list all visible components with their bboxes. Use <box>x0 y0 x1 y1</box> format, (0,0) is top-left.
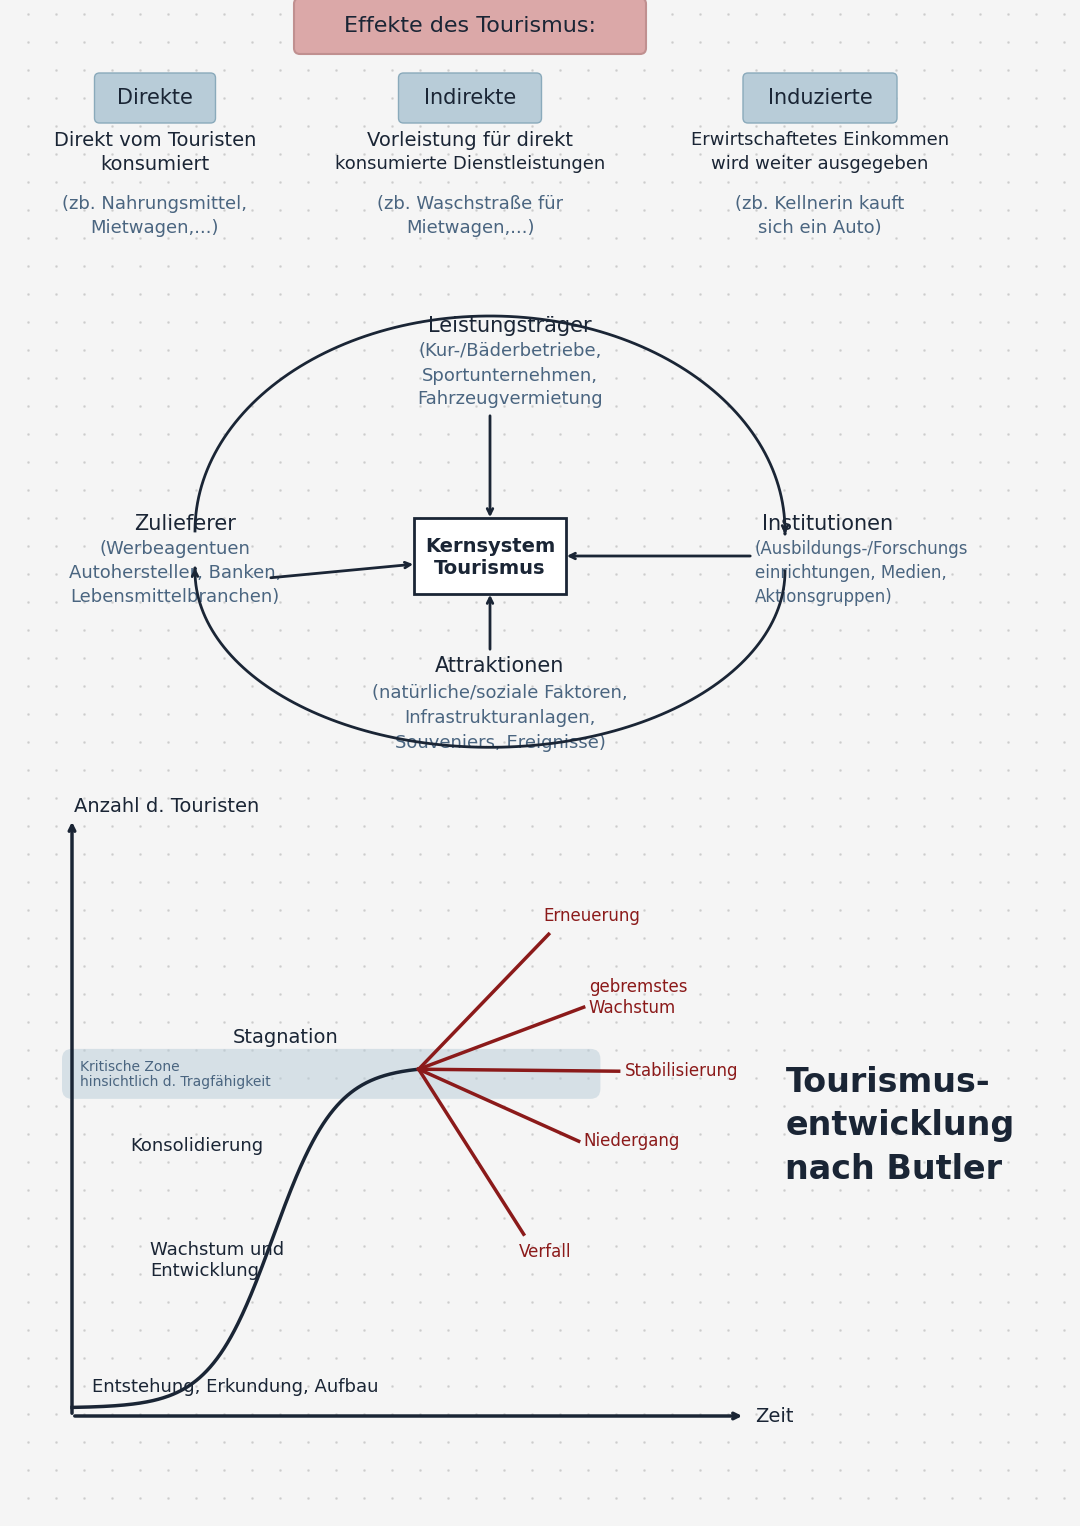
FancyBboxPatch shape <box>743 73 897 124</box>
Text: Erneuerung: Erneuerung <box>543 908 640 925</box>
Text: Aktionsgruppen): Aktionsgruppen) <box>755 588 893 606</box>
Text: Stabilisierung: Stabilisierung <box>624 1062 739 1080</box>
Text: hinsichtlich d. Tragfähigkeit: hinsichtlich d. Tragfähigkeit <box>80 1074 271 1090</box>
FancyBboxPatch shape <box>62 1048 600 1099</box>
Text: Souveniers, Ereignisse): Souveniers, Ereignisse) <box>394 734 606 752</box>
Text: Kernsystem: Kernsystem <box>424 537 555 555</box>
Text: Direkt vom Touristen: Direkt vom Touristen <box>54 131 256 150</box>
Text: Lebensmittelbranchen): Lebensmittelbranchen) <box>70 588 280 606</box>
Text: Indirekte: Indirekte <box>423 89 516 108</box>
FancyBboxPatch shape <box>399 73 541 124</box>
Text: (natürliche/soziale Faktoren,: (natürliche/soziale Faktoren, <box>373 684 627 702</box>
Text: (zb. Waschstraße für: (zb. Waschstraße für <box>377 195 563 214</box>
Text: Tourismus: Tourismus <box>434 559 545 577</box>
Text: Konsolidierung: Konsolidierung <box>130 1137 264 1155</box>
Text: konsumierte Dienstleistungen: konsumierte Dienstleistungen <box>335 156 605 172</box>
Text: Mietwagen,...): Mietwagen,...) <box>91 220 219 237</box>
Text: Stagnation: Stagnation <box>233 1029 339 1047</box>
Text: Zeit: Zeit <box>755 1407 794 1425</box>
Text: Wachstum und
Entwicklung: Wachstum und Entwicklung <box>150 1241 284 1280</box>
Text: Institutionen: Institutionen <box>762 514 893 534</box>
Text: (Kur-/Bäderbetriebe,: (Kur-/Bäderbetriebe, <box>418 342 602 360</box>
Text: Effekte des Tourismus:: Effekte des Tourismus: <box>345 15 596 37</box>
FancyBboxPatch shape <box>294 0 646 53</box>
Text: Attraktionen: Attraktionen <box>435 656 565 676</box>
Text: Mietwagen,...): Mietwagen,...) <box>406 220 535 237</box>
Text: Kritische Zone: Kritische Zone <box>80 1061 179 1074</box>
Text: sich ein Auto): sich ein Auto) <box>758 220 881 237</box>
Text: gebremstes
Wachstum: gebremstes Wachstum <box>589 978 687 1016</box>
Text: Leistungsträger: Leistungsträger <box>428 316 592 336</box>
Text: Niedergang: Niedergang <box>583 1132 680 1151</box>
Text: Vorleistung für direkt: Vorleistung für direkt <box>367 131 573 150</box>
Text: einrichtungen, Medien,: einrichtungen, Medien, <box>755 565 947 581</box>
Text: Erwirtschaftetes Einkommen: Erwirtschaftetes Einkommen <box>691 131 949 150</box>
Text: (zb. Kellnerin kauft: (zb. Kellnerin kauft <box>735 195 905 214</box>
Text: (Ausbildungs-/Forschungs: (Ausbildungs-/Forschungs <box>755 540 969 559</box>
Text: Tourismus-
entwicklung
nach Butler: Tourismus- entwicklung nach Butler <box>785 1067 1014 1186</box>
FancyBboxPatch shape <box>414 517 566 594</box>
Text: wird weiter ausgegeben: wird weiter ausgegeben <box>712 156 929 172</box>
Text: Zulieferer: Zulieferer <box>134 514 235 534</box>
Text: Infrastrukturanlagen,: Infrastrukturanlagen, <box>404 710 596 726</box>
Text: Anzahl d. Touristen: Anzahl d. Touristen <box>75 798 259 816</box>
Text: (zb. Nahrungsmittel,: (zb. Nahrungsmittel, <box>63 195 247 214</box>
Text: Entstehung, Erkundung, Aufbau: Entstehung, Erkundung, Aufbau <box>92 1378 378 1396</box>
Text: Sportunternehmen,: Sportunternehmen, <box>422 366 598 385</box>
Text: Fahrzeugvermietung: Fahrzeugvermietung <box>417 391 603 407</box>
Text: Induzierte: Induzierte <box>768 89 873 108</box>
Text: (Werbeagentuen: (Werbeagentuen <box>99 540 251 559</box>
Text: konsumiert: konsumiert <box>100 154 210 174</box>
Text: Verfall: Verfall <box>518 1244 571 1260</box>
FancyBboxPatch shape <box>95 73 216 124</box>
Text: Direkte: Direkte <box>117 89 193 108</box>
Text: Autohersteller, Banken,: Autohersteller, Banken, <box>69 565 281 581</box>
